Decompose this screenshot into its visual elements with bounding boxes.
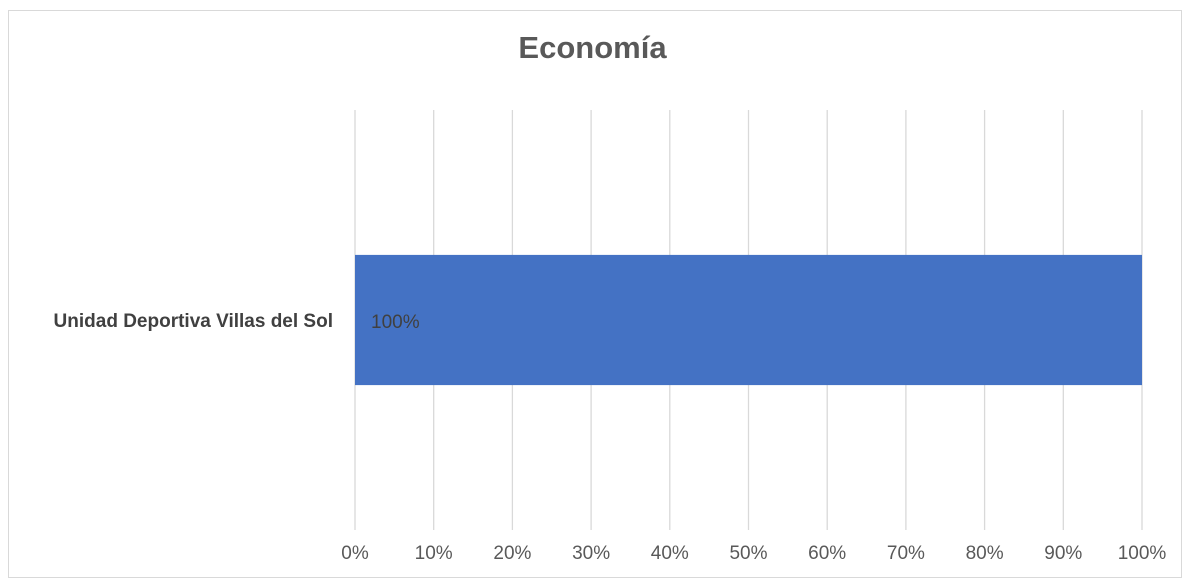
data-label: 100% — [371, 312, 420, 333]
x-tick-label: 50% — [729, 543, 767, 564]
x-tick-label: 60% — [808, 543, 846, 564]
bars: 100% — [355, 254, 1142, 386]
category-label: Unidad Deportiva Villas del Sol — [54, 311, 333, 332]
x-tick-label: 10% — [415, 543, 453, 564]
x-tick-label: 80% — [966, 543, 1004, 564]
x-tick-label: 90% — [1044, 543, 1082, 564]
x-tick-label: 0% — [341, 543, 369, 564]
x-tick-label: 20% — [493, 543, 531, 564]
x-tick-label: 70% — [887, 543, 925, 564]
bar — [355, 254, 1142, 386]
x-tick-label: 100% — [1118, 543, 1167, 564]
category-labels: Unidad Deportiva Villas del Sol — [54, 311, 333, 332]
x-tick-label: 30% — [572, 543, 610, 564]
x-tick-label: 40% — [651, 543, 689, 564]
chart-title: Economía — [518, 30, 667, 65]
x-tick-labels: 0% 10% 20% 30% 40% 50% 60% 70% 80% 90% 100% — [341, 543, 1166, 564]
